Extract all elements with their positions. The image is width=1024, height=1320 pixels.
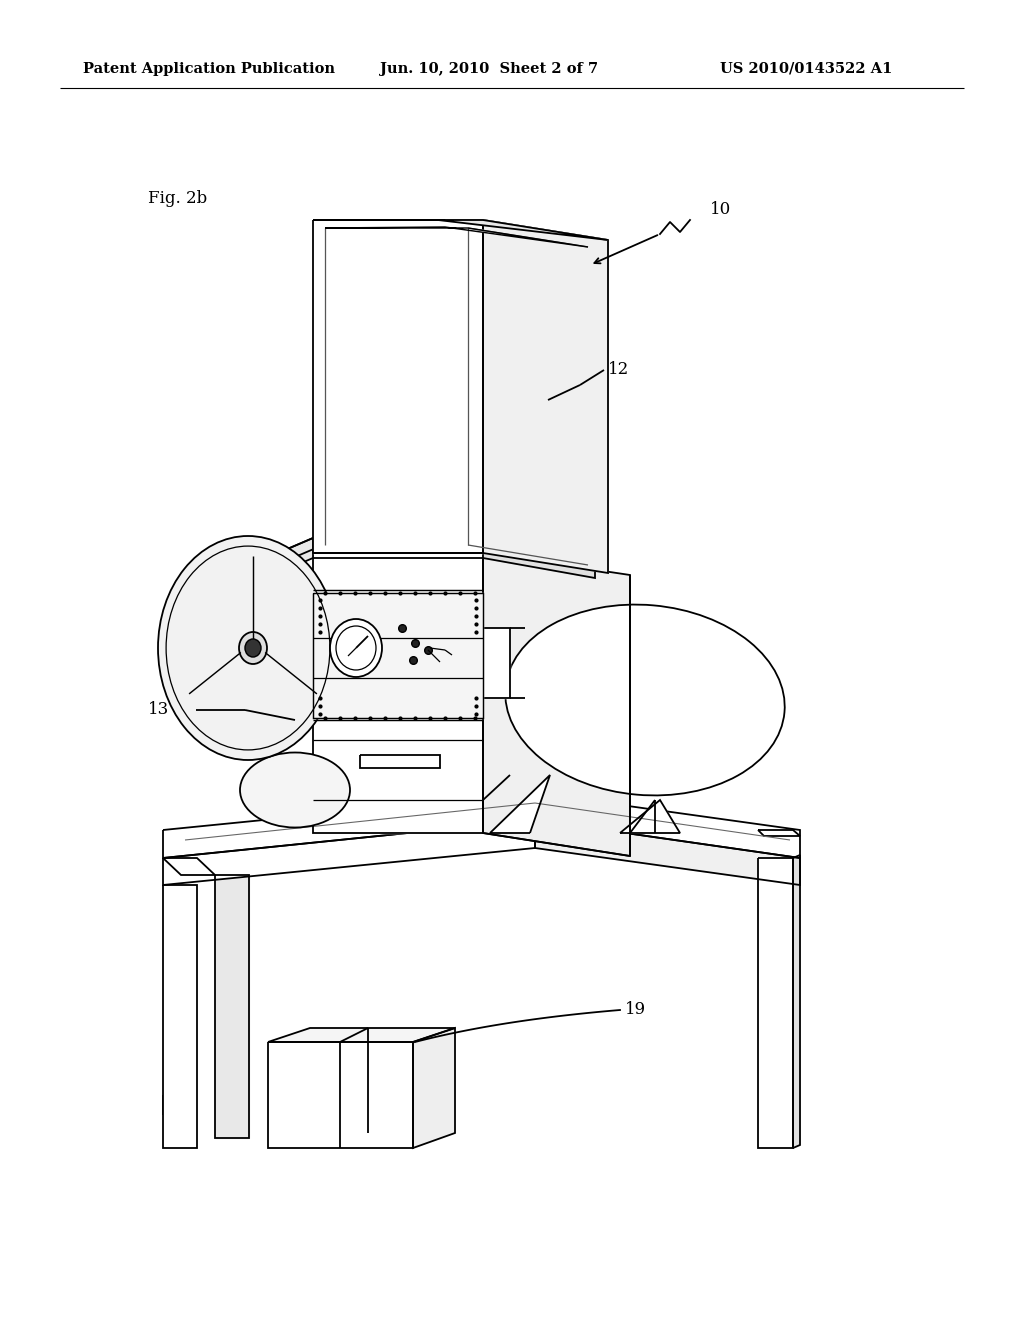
Polygon shape: [313, 593, 483, 718]
Ellipse shape: [239, 632, 267, 664]
Polygon shape: [325, 227, 588, 247]
Polygon shape: [620, 800, 680, 833]
Ellipse shape: [505, 605, 784, 796]
Text: Fig. 2b: Fig. 2b: [148, 190, 207, 207]
Polygon shape: [535, 820, 800, 884]
Polygon shape: [243, 531, 358, 568]
Polygon shape: [268, 1028, 455, 1041]
Ellipse shape: [240, 752, 350, 828]
Polygon shape: [483, 553, 630, 855]
Polygon shape: [215, 875, 249, 1138]
Polygon shape: [163, 820, 535, 884]
Text: Jun. 10, 2010  Sheet 2 of 7: Jun. 10, 2010 Sheet 2 of 7: [380, 62, 598, 77]
Polygon shape: [413, 1028, 455, 1148]
Polygon shape: [163, 793, 800, 858]
Polygon shape: [490, 775, 550, 833]
Polygon shape: [268, 1041, 413, 1148]
Text: US 2010/0143522 A1: US 2010/0143522 A1: [720, 62, 892, 77]
Polygon shape: [313, 553, 483, 833]
Polygon shape: [360, 755, 440, 768]
Ellipse shape: [245, 639, 261, 657]
Text: 10: 10: [710, 202, 731, 219]
Ellipse shape: [330, 619, 382, 677]
Polygon shape: [313, 220, 608, 240]
Text: 12: 12: [608, 362, 630, 379]
Polygon shape: [313, 220, 483, 553]
Text: 13: 13: [148, 701, 169, 718]
Polygon shape: [483, 539, 595, 578]
Ellipse shape: [158, 536, 338, 760]
Polygon shape: [483, 220, 608, 573]
Polygon shape: [793, 855, 800, 1148]
Polygon shape: [758, 830, 800, 836]
Polygon shape: [163, 884, 197, 1148]
Text: Patent Application Publication: Patent Application Publication: [83, 62, 335, 77]
Polygon shape: [483, 628, 510, 698]
Polygon shape: [163, 858, 215, 875]
Polygon shape: [758, 858, 793, 1148]
Polygon shape: [243, 539, 313, 587]
Text: 19: 19: [625, 1002, 646, 1019]
